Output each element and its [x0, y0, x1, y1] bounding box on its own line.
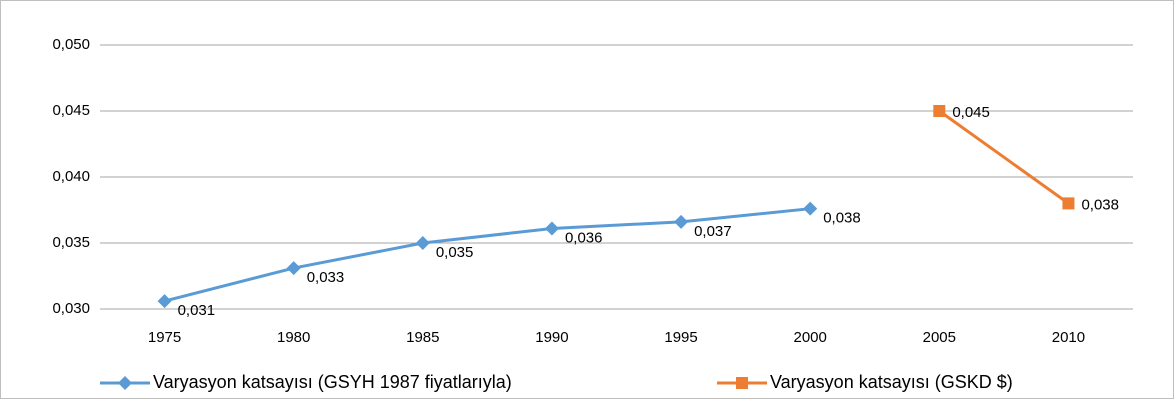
marker [933, 105, 946, 117]
data-label: 0,031 [178, 302, 216, 319]
marker [157, 294, 172, 309]
marker [286, 261, 301, 276]
marker [803, 201, 818, 216]
series-line [938, 109, 1070, 205]
x-tick-label: 1980 [277, 329, 310, 346]
marker [415, 236, 430, 250]
x-tick-label: 2010 [1052, 329, 1085, 346]
y-tick-label: 0,035 [52, 234, 90, 251]
y-tick-label: 0,040 [52, 168, 90, 185]
data-label: 0,033 [307, 269, 345, 286]
y-tick-label: 0,030 [52, 300, 90, 317]
legend-label: Varyasyon katsayısı (GSYH 1987 fiyatları… [153, 372, 512, 392]
y-tick-label: 0,050 [52, 36, 90, 53]
y-tick-label: 0,045 [52, 102, 90, 119]
x-tick-label: 1975 [148, 329, 181, 346]
marker [118, 376, 132, 390]
data-label: 0,038 [1081, 196, 1119, 213]
x-tick-label: 1985 [406, 329, 439, 346]
x-tick-label: 1995 [664, 329, 697, 346]
x-tick-label: 2000 [794, 329, 827, 346]
data-label: 0,037 [694, 223, 732, 240]
data-label: 0,035 [436, 244, 474, 261]
marker [736, 377, 748, 389]
marker [1062, 197, 1075, 210]
data-label: 0,038 [823, 210, 861, 227]
marker [674, 214, 689, 229]
x-tick-label: 1990 [535, 329, 568, 346]
data-label: 0,045 [952, 104, 990, 121]
x-tick-label: 2005 [923, 329, 956, 346]
series-line [164, 207, 811, 303]
legend-label: Varyasyon katsayısı (GSKD $) [770, 372, 1013, 392]
marker [544, 221, 559, 236]
data-label: 0,036 [565, 229, 603, 246]
